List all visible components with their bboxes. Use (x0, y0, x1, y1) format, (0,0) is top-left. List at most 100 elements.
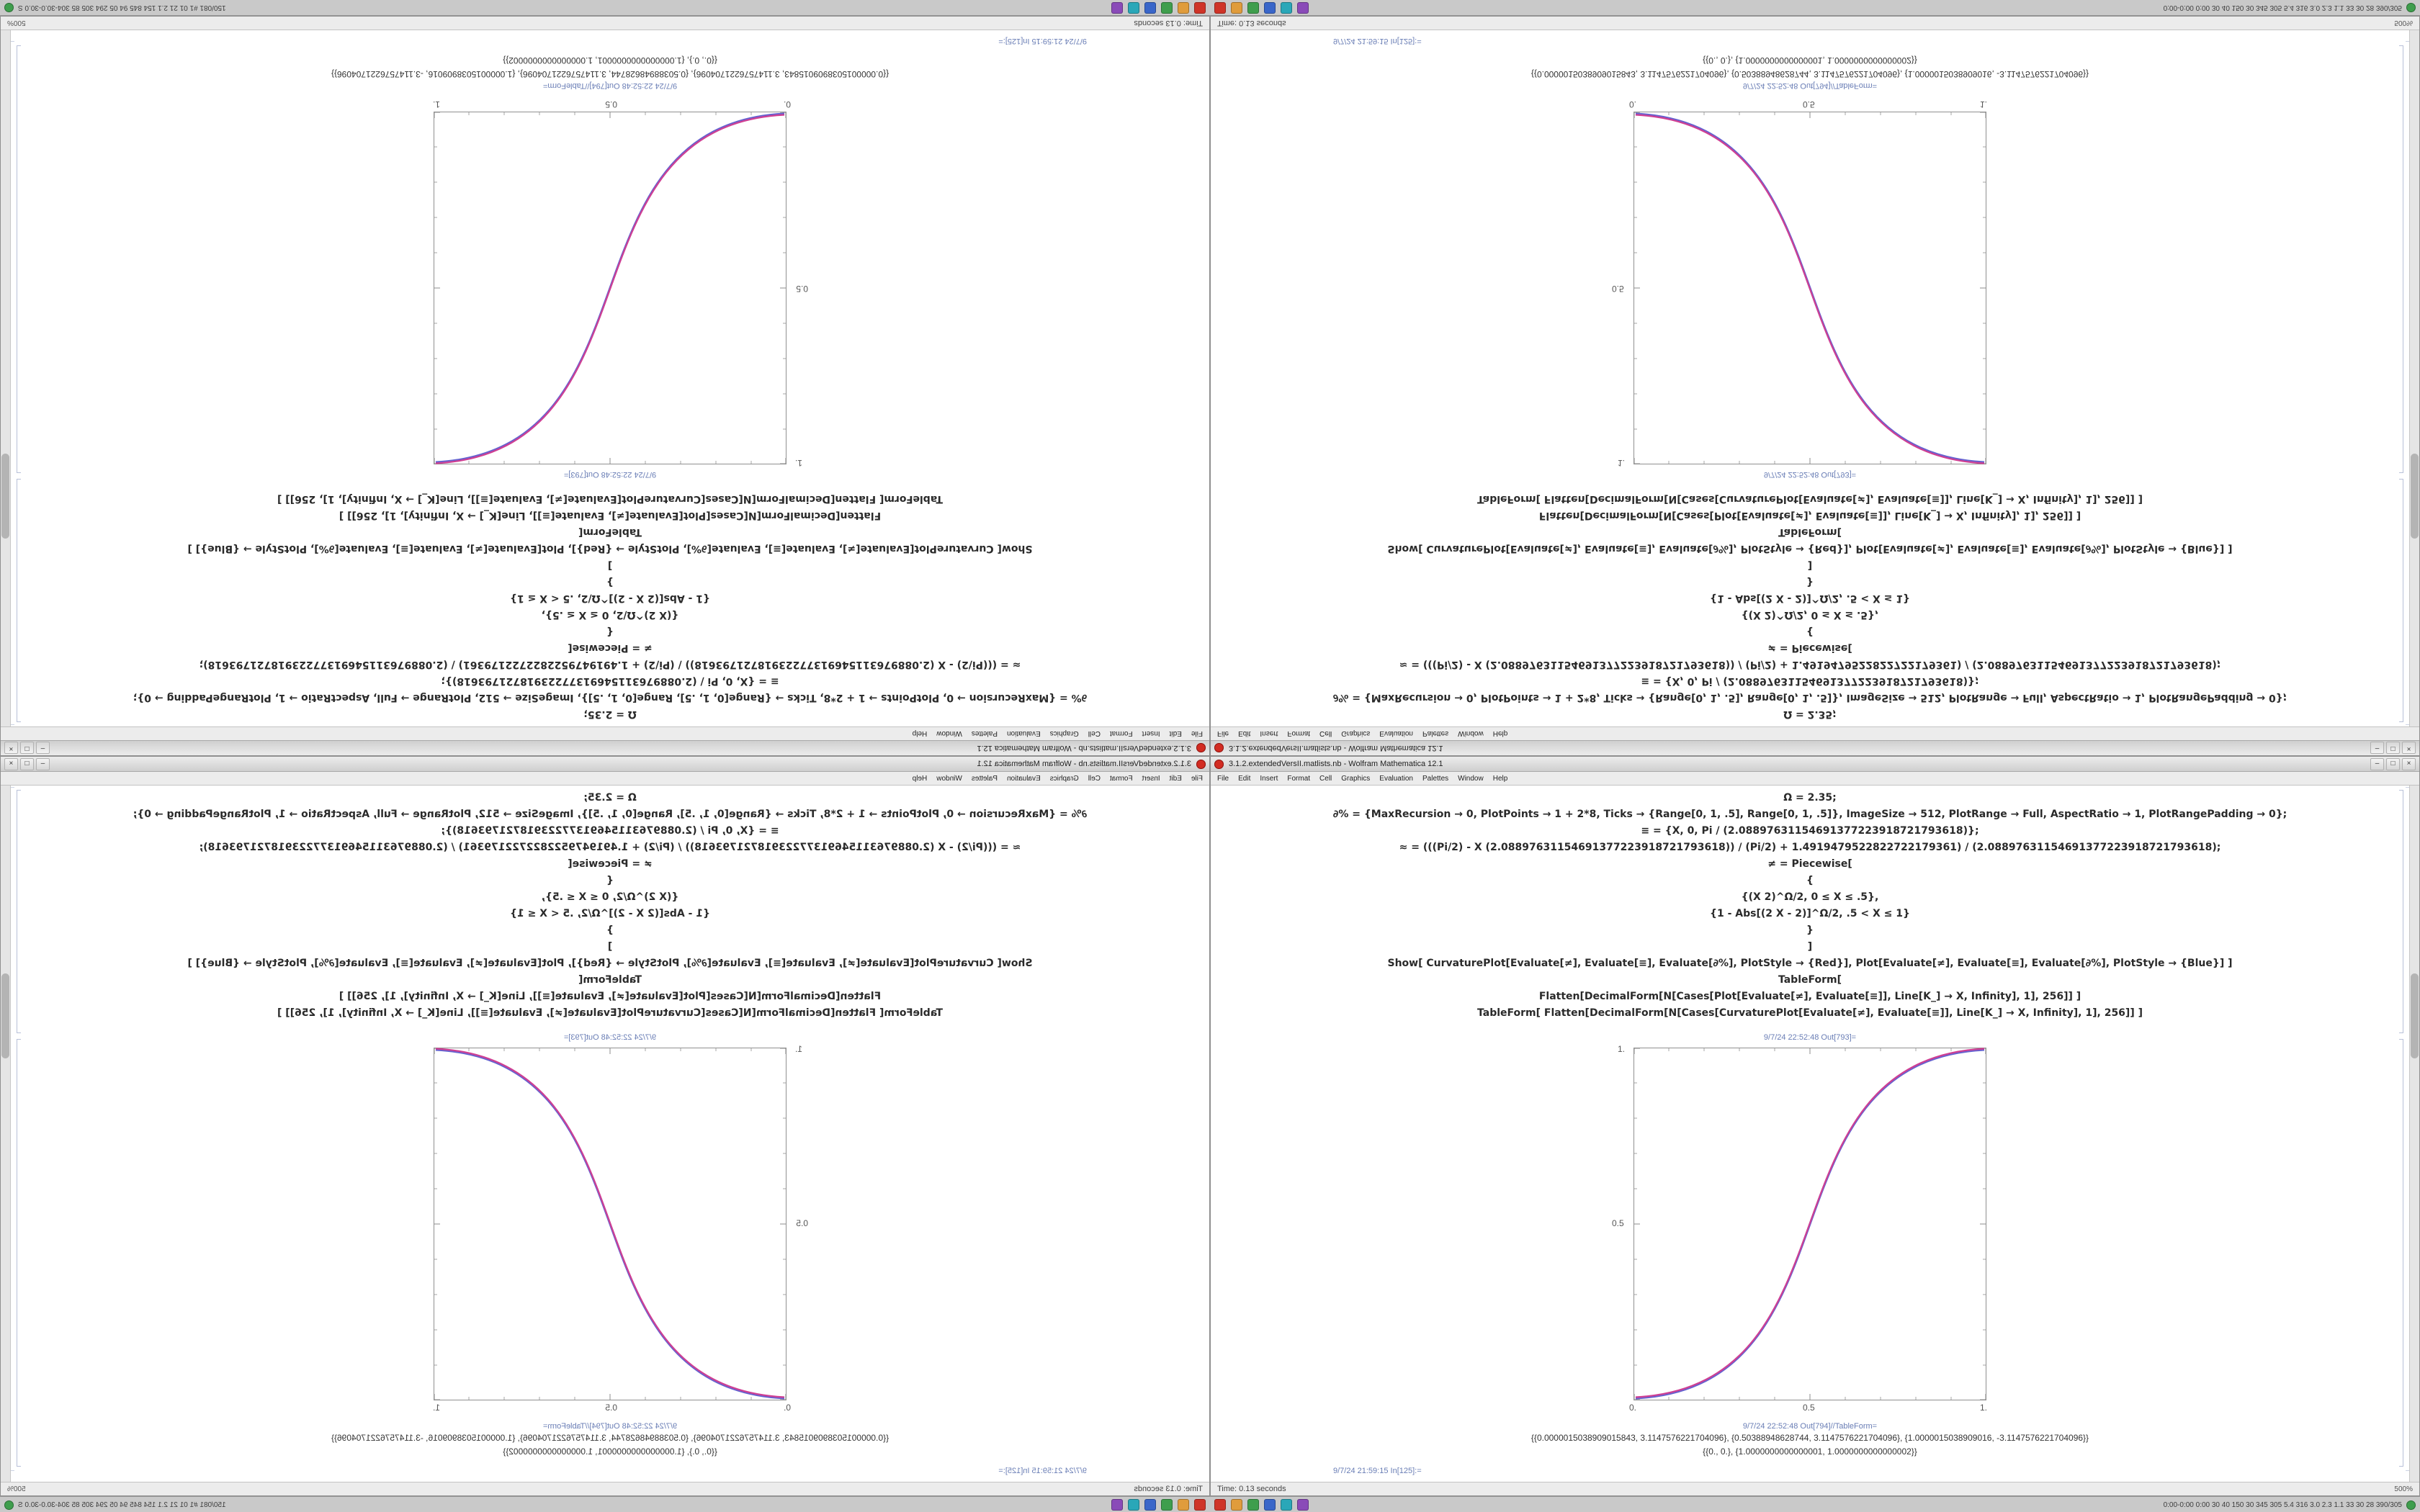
menu-graphics[interactable]: Graphics (1049, 729, 1079, 738)
scrollbar-thumb[interactable] (2411, 453, 2419, 539)
code-line[interactable]: TableForm[ (578, 526, 642, 538)
system-status-icon[interactable] (2406, 3, 2416, 13)
cell-bracket[interactable] (17, 45, 21, 473)
code-line[interactable]: {(X 2)^Ω/2, 0 ≤ X ≤ .5}, (541, 609, 679, 621)
window-titlebar[interactable]: 3.1.2.extendedVersII.matlists.nb - Wolfr… (1211, 740, 2419, 755)
menu-help[interactable]: Help (912, 774, 928, 783)
code-line[interactable]: } (606, 924, 614, 936)
zoom-level-text[interactable]: 500% (2394, 19, 2413, 27)
menu-edit[interactable]: Edit (1169, 774, 1182, 783)
red-app-icon[interactable] (1214, 2, 1226, 14)
violet-app-icon[interactable] (1111, 1499, 1123, 1511)
amber-app-icon[interactable] (1231, 2, 1242, 14)
menu-file[interactable]: File (1191, 774, 1203, 783)
maximize-button[interactable]: □ (2386, 742, 2400, 755)
minimize-button[interactable]: – (36, 742, 50, 755)
code-line[interactable]: Flatten[DecimalForm[N[Cases[Plot[Evaluat… (1538, 510, 2081, 521)
cell-bracket[interactable] (17, 790, 21, 1033)
menu-evaluation[interactable]: Evaluation (1007, 774, 1041, 783)
violet-app-icon[interactable] (1297, 2, 1309, 14)
code-line[interactable]: TableForm[ Flatten[DecimalForm[N[Cases[C… (277, 1007, 943, 1019)
menu-help[interactable]: Help (1492, 729, 1508, 738)
red-app-icon[interactable] (1214, 1499, 1226, 1511)
menu-evaluation[interactable]: Evaluation (1379, 774, 1413, 783)
code-line[interactable]: ≠ = Piecewise[ (568, 642, 653, 654)
minimize-button[interactable]: – (36, 757, 50, 770)
green-app-icon[interactable] (1247, 1499, 1259, 1511)
menu-evaluation[interactable]: Evaluation (1007, 729, 1041, 738)
cell-bracket[interactable] (2399, 790, 2403, 1033)
code-line[interactable]: ≈ = (((Pi/2) - X (2.08897631154691377223… (1399, 659, 2221, 670)
menu-format[interactable]: Format (1109, 729, 1133, 738)
blue-app-icon[interactable] (1264, 1499, 1276, 1511)
code-line[interactable]: ∂% = {MaxRecursion → 0, PlotPoints → 1 +… (1332, 809, 2287, 820)
close-button[interactable]: × (4, 757, 18, 770)
zoom-level-text[interactable]: 500% (7, 19, 26, 27)
menu-file[interactable]: File (1191, 729, 1203, 738)
cell-bracket[interactable] (17, 1039, 21, 1467)
code-line[interactable]: ] (607, 559, 613, 571)
code-line[interactable]: } (606, 576, 614, 588)
code-line[interactable]: Flatten[DecimalForm[N[Cases[Plot[Evaluat… (339, 510, 882, 521)
menu-cell[interactable]: Cell (1319, 774, 1332, 783)
zoom-level-text[interactable]: 500% (7, 1485, 26, 1493)
menu-graphics[interactable]: Graphics (1341, 729, 1371, 738)
code-line[interactable]: ≠ = Piecewise[ (568, 858, 653, 870)
menu-palettes[interactable]: Palettes (971, 774, 998, 783)
scrollbar-thumb[interactable] (1, 453, 9, 539)
code-line[interactable]: Ω = 2.35; (583, 708, 637, 720)
green-app-icon[interactable] (1247, 2, 1259, 14)
window-titlebar[interactable]: 3.1.2.extendedVersII.matlists.nb - Wolfr… (1, 740, 1209, 755)
code-line[interactable]: Flatten[DecimalForm[N[Cases[Plot[Evaluat… (339, 991, 882, 1002)
code-line[interactable]: ≈ = (((Pi/2) - X (2.08897631154691377223… (199, 842, 1021, 853)
code-line[interactable]: {(X 2)^Ω/2, 0 ≤ X ≤ .5}, (1741, 891, 1879, 903)
code-line[interactable]: Show[ CurvaturePlot[Evaluate[≠], Evaluat… (1387, 958, 2233, 969)
menu-format[interactable]: Format (1109, 774, 1133, 783)
code-line[interactable]: {1 - Abs[(2 X - 2)]^Ω/2, .5 < X ≤ 1} (510, 908, 710, 919)
cell-bracket[interactable] (2399, 45, 2403, 473)
menu-window[interactable]: Window (1458, 729, 1484, 738)
amber-app-icon[interactable] (1178, 2, 1189, 14)
minimize-button[interactable]: – (2370, 757, 2384, 770)
menu-insert[interactable]: Insert (1260, 729, 1278, 738)
code-line[interactable]: } (1806, 924, 1814, 936)
code-line[interactable]: ≠ = Piecewise[ (1767, 858, 1852, 870)
code-line[interactable]: Show[ CurvaturePlot[Evaluate[≠], Evaluat… (187, 958, 1033, 969)
code-line[interactable]: { (606, 626, 614, 637)
amber-app-icon[interactable] (1178, 1499, 1189, 1511)
code-line[interactable]: ] (1807, 941, 1813, 953)
code-line[interactable]: ] (1807, 559, 1813, 571)
teal-app-icon[interactable] (1128, 1499, 1139, 1511)
menu-file[interactable]: File (1217, 774, 1229, 783)
menu-palettes[interactable]: Palettes (971, 729, 998, 738)
window-titlebar[interactable]: 3.1.2.extendedVersII.matlists.nb - Wolfr… (1, 757, 1209, 772)
menu-help[interactable]: Help (912, 729, 928, 738)
code-line[interactable]: Flatten[DecimalForm[N[Cases[Plot[Evaluat… (1538, 991, 2081, 1002)
menu-window[interactable]: Window (936, 729, 962, 738)
code-line[interactable]: {1 - Abs[(2 X - 2)]^Ω/2, .5 < X ≤ 1} (1710, 908, 1910, 919)
cell-bracket[interactable] (17, 479, 21, 722)
cell-bracket[interactable] (2399, 479, 2403, 722)
vertical-scrollbar[interactable] (2409, 30, 2419, 726)
vertical-scrollbar[interactable] (1, 786, 11, 1482)
zoom-level-text[interactable]: 500% (2394, 1485, 2413, 1493)
system-status-icon[interactable] (2406, 1500, 2416, 1510)
code-line[interactable]: ≡ = {X, 0, Pi / (2.088976311546913772239… (441, 825, 779, 837)
maximize-button[interactable]: □ (2386, 757, 2400, 770)
code-line[interactable]: ∂% = {MaxRecursion → 0, PlotPoints → 1 +… (133, 692, 1088, 703)
code-line[interactable]: Ω = 2.35; (1783, 708, 1837, 720)
window-titlebar[interactable]: 3.1.2.extendedVersII.matlists.nb - Wolfr… (1211, 757, 2419, 772)
violet-app-icon[interactable] (1297, 1499, 1309, 1511)
system-status-icon[interactable] (4, 3, 14, 13)
code-line[interactable]: {(X 2)^Ω/2, 0 ≤ X ≤ .5}, (541, 891, 679, 903)
code-line[interactable]: } (1806, 576, 1814, 588)
code-line[interactable]: {(X 2)^Ω/2, 0 ≤ X ≤ .5}, (1741, 609, 1879, 621)
code-line[interactable]: ≡ = {X, 0, Pi / (2.088976311546913772239… (441, 675, 779, 687)
code-line[interactable]: ≈ = (((Pi/2) - X (2.08897631154691377223… (199, 659, 1021, 670)
code-line[interactable]: TableForm[ Flatten[DecimalForm[N[Cases[C… (277, 493, 943, 505)
code-line[interactable]: ≈ = (((Pi/2) - X (2.08897631154691377223… (1399, 842, 2221, 853)
code-line[interactable]: ≡ = {X, 0, Pi / (2.088976311546913772239… (1641, 825, 1979, 837)
green-app-icon[interactable] (1161, 1499, 1173, 1511)
menu-window[interactable]: Window (1458, 774, 1484, 783)
menu-edit[interactable]: Edit (1238, 729, 1251, 738)
